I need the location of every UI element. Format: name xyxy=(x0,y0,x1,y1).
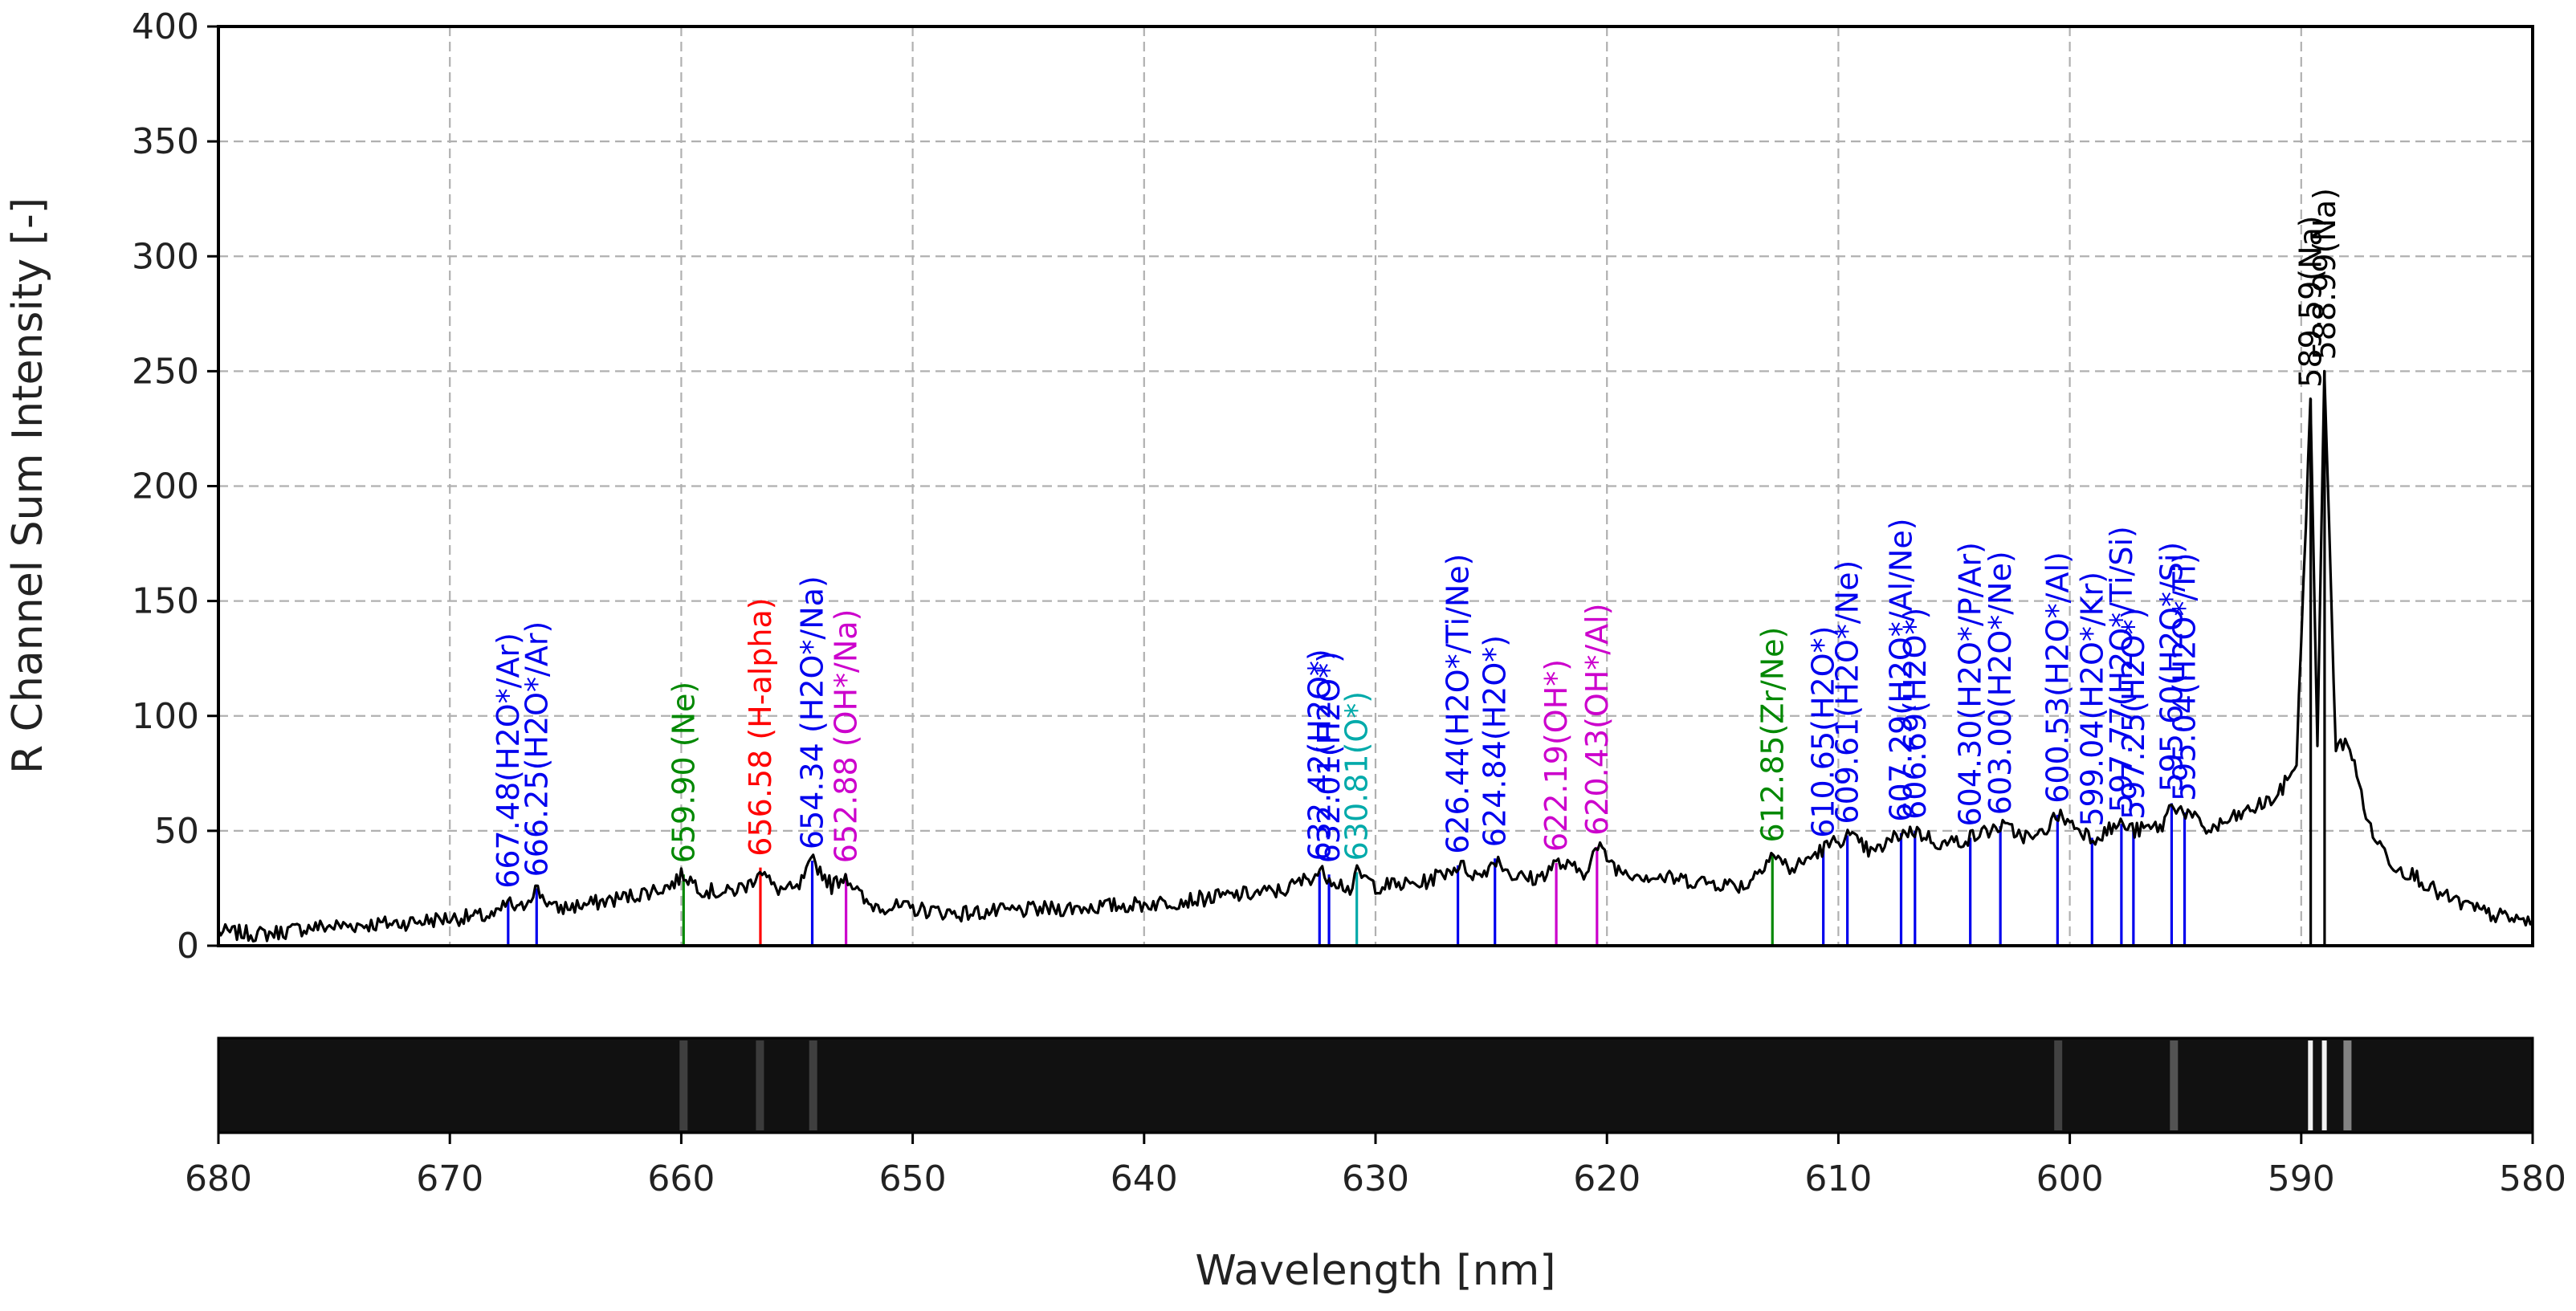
emission-line-label-8: 630.81(O*) xyxy=(1339,691,1375,861)
spectrum-band-6 xyxy=(756,1040,764,1130)
y-axis-title: R Channel Sum Intensity [-] xyxy=(4,197,52,774)
emission-line-label-15: 609.61(H2O*/Ne) xyxy=(1830,560,1865,824)
emission-line-label-25: 595.04(H2O*/Ti) xyxy=(2167,552,2203,801)
emission-line-label-10: 624.84(H2O*) xyxy=(1478,635,1513,847)
emission-line-label-7: 632.01(H2O*) xyxy=(1311,651,1347,863)
grid xyxy=(218,26,2533,946)
spectrum-band-7 xyxy=(809,1040,817,1130)
y-tick-label: 0 xyxy=(177,926,199,967)
x-tick-label: 670 xyxy=(416,1158,483,1199)
x-tick-label: 580 xyxy=(2499,1158,2566,1199)
spectrum-band-5 xyxy=(679,1040,688,1130)
y-tick-label: 100 xyxy=(132,696,199,737)
emission-line-label-20: 600.53(H2O*/Al) xyxy=(2040,552,2075,804)
y-axis: 0 50 100 150 200 250 300 350 400 xyxy=(132,6,218,967)
spectrum-band-1 xyxy=(2321,1040,2327,1130)
emission-line-label-3: 656.58 (H-alpha) xyxy=(743,597,778,856)
emission-line-label-19: 603.00(H2O*/Ne) xyxy=(1983,551,2018,815)
spectrum-image-bands xyxy=(679,1040,2352,1130)
x-tick-label: 600 xyxy=(2036,1158,2104,1199)
y-tick-label: 350 xyxy=(132,121,199,162)
emission-line-label-14: 610.65(H2O*) xyxy=(1806,626,1841,838)
emission-line-label-17: 606.69(H2O*) xyxy=(1897,608,1933,820)
emission-line-label-2: 659.90 (Ne) xyxy=(666,682,701,864)
y-tick-label: 400 xyxy=(132,6,199,47)
x-tick-label: 640 xyxy=(1111,1158,1178,1199)
spectrum-band-0 xyxy=(2308,1040,2313,1130)
emission-line-label-26: 589.59(Na) xyxy=(2293,215,2329,387)
emission-line-label-12: 620.43(OH*/Al) xyxy=(1579,603,1615,835)
x-tick-label: 630 xyxy=(1342,1158,1409,1199)
x-tick-label: 660 xyxy=(647,1158,715,1199)
emission-line-label-27: 588.99(Na) xyxy=(2307,188,2342,360)
emission-line-label-16: 607.29(H2O*/Al/Ne) xyxy=(1884,518,1919,821)
y-tick-label: 50 xyxy=(154,811,199,852)
emission-line-label-4: 654.34 (H2O*/Na) xyxy=(795,576,830,849)
emission-line-label-22: 597.77(H2O*/Ti/Si) xyxy=(2104,526,2139,812)
emission-line-label-18: 604.30(H2O*/P/Ar) xyxy=(1953,542,1988,826)
spectrum-band-3 xyxy=(2170,1040,2179,1130)
emission-line-label-5: 652.88 (OH*/Na) xyxy=(829,609,864,864)
emission-line-label-1: 666.25(H2O*/Ar) xyxy=(519,621,554,877)
x-tick-label: 590 xyxy=(2268,1158,2335,1199)
emission-line-label-0: 667.48(H2O*/Ar) xyxy=(491,633,526,889)
emission-line-label-13: 612.85(Zr/Ne) xyxy=(1755,627,1790,843)
emission-lines xyxy=(507,371,2326,946)
y-tick-label: 150 xyxy=(132,581,199,622)
x-tick-label: 620 xyxy=(1573,1158,1641,1199)
x-tick-label: 650 xyxy=(879,1158,947,1199)
x-axis-title: Wavelength [nm] xyxy=(1195,1247,1555,1295)
emission-line-label-23: 597.25(H2O*) xyxy=(2116,608,2151,820)
emission-line-label-24: 595.60(H2O*/Si) xyxy=(2154,542,2189,792)
spectrum-line xyxy=(218,369,2533,943)
x-tick-label: 680 xyxy=(185,1158,252,1199)
spectrum-image xyxy=(217,1036,2534,1134)
emission-line-label-6: 632.42(H2O*) xyxy=(1302,649,1337,861)
emission-line-label-11: 622.19(OH*) xyxy=(1539,659,1574,852)
line-labels: 667.48(H2O*/Ar)666.25(H2O*/Ar) 659.90 (Ne… xyxy=(491,188,2342,889)
emission-line-label-21: 599.04(H2O*/Kr) xyxy=(2074,572,2109,827)
spectrum-band-2 xyxy=(2343,1040,2352,1130)
spectrum-band-4 xyxy=(2054,1040,2063,1130)
y-tick-label: 300 xyxy=(132,236,199,277)
y-tick-label: 250 xyxy=(132,351,199,392)
emission-line-label-9: 626.44(H2O*/Ti/Ne) xyxy=(1441,554,1476,854)
x-tick-label: 610 xyxy=(1804,1158,1872,1199)
spectrum-image-background xyxy=(218,1038,2533,1133)
x-axis: 680 670 660 650 640 630 620 610 600 590 580 xyxy=(185,1133,2566,1199)
y-tick-label: 200 xyxy=(132,466,199,507)
